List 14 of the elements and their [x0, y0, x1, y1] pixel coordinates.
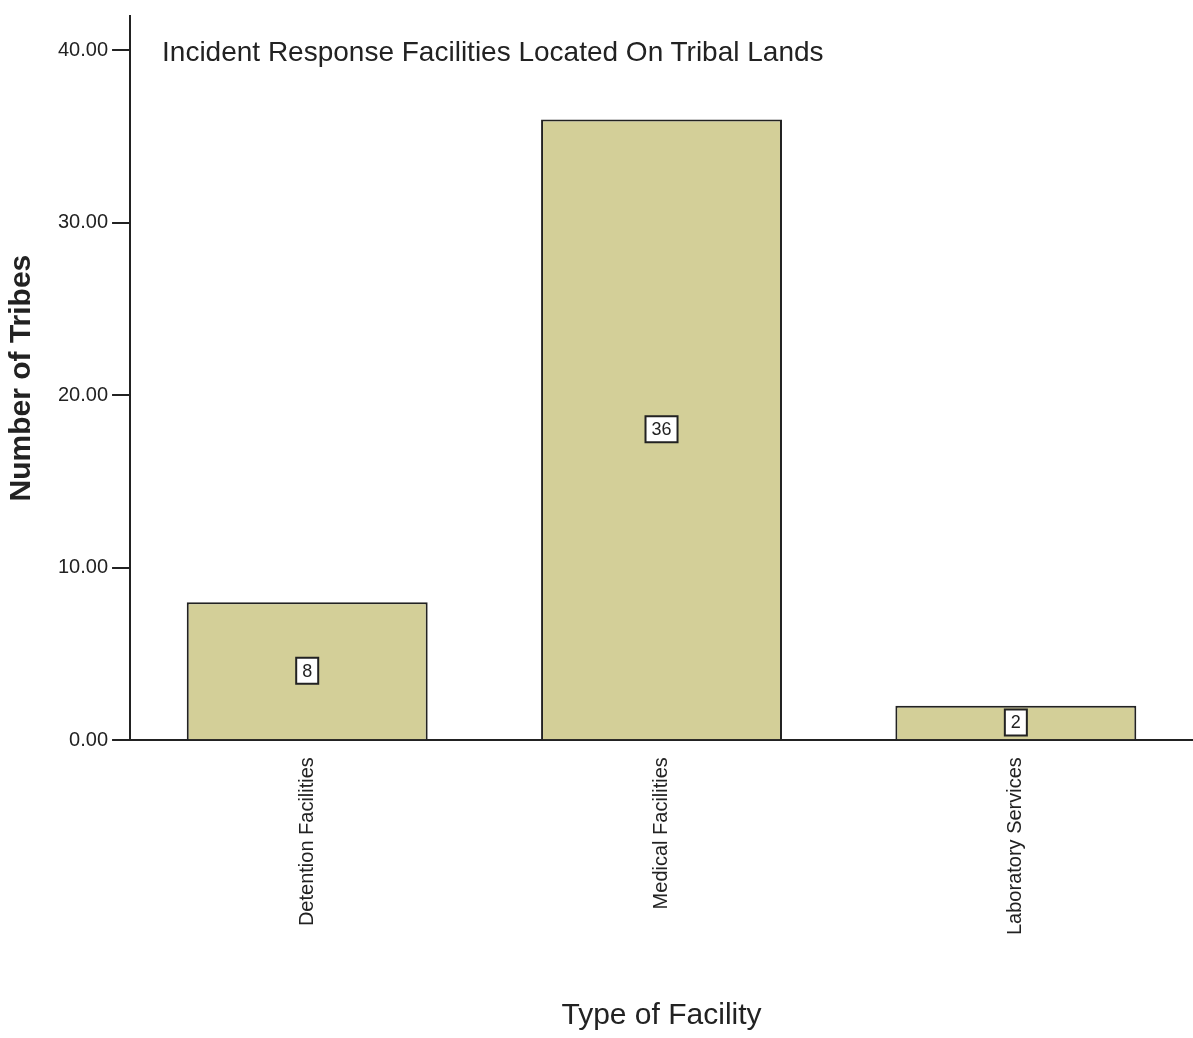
x-tick-label: Detention Facilities	[294, 757, 317, 927]
y-tick-label: 0.00	[69, 727, 109, 750]
y-tick-label: 40.00	[57, 38, 109, 60]
y-axis-title: Number of Tribes	[3, 254, 37, 502]
y-tick-label: 20.00	[57, 382, 109, 405]
x-tick-label: Laboratory Services	[1003, 757, 1026, 936]
data-label: 8	[302, 660, 313, 681]
data-label: 2	[1010, 712, 1021, 733]
data-label: 36	[651, 419, 672, 440]
y-tick-label: 10.00	[57, 555, 109, 578]
text: Incident Response Facilities Located On Tribal Lands	[162, 35, 824, 67]
y-tick-label: 30.00	[57, 210, 109, 233]
x-axis-title: Type of Facility	[561, 997, 762, 1031]
x-tick-label: Medical Facilities	[649, 757, 672, 910]
